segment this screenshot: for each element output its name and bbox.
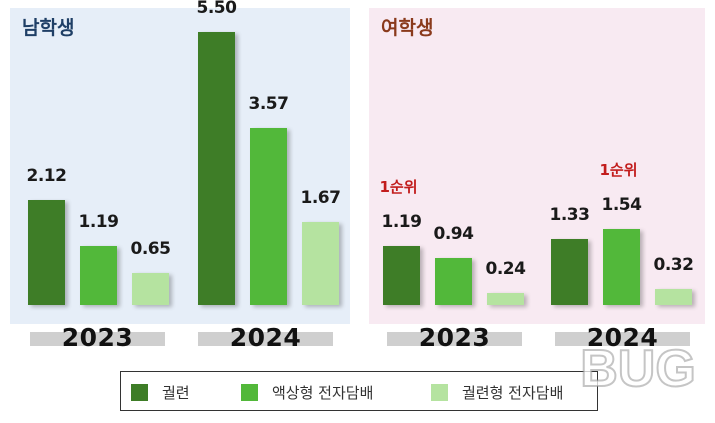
bug-watermark-logo: BUG — [579, 339, 697, 399]
bar-female-2023-liquid-ecig — [435, 258, 472, 305]
year-label-male-2023: 2023 — [61, 323, 134, 352]
year-label-female-2023: 2023 — [418, 323, 491, 352]
legend-swatch-liquid-ecig — [241, 384, 258, 401]
rank-annotation-female-2023: 1순위 — [379, 178, 418, 196]
data-label-male-2023-cigarette: 2.12 — [26, 166, 67, 186]
bar-female-2024-heated-tobacco — [655, 289, 692, 305]
data-label-female-2024-liquid-ecig: 1.54 — [601, 195, 642, 215]
data-label-male-2024-cigarette: 5.50 — [196, 0, 237, 18]
year-band-male-2024 — [198, 332, 333, 346]
data-label-female-2023-liquid-ecig: 0.94 — [433, 224, 474, 244]
bar-male-2023-heated-tobacco — [132, 273, 169, 305]
male-students-panel — [10, 8, 350, 324]
data-label-female-2023-heated-tobacco: 0.24 — [485, 259, 526, 279]
legend-item-cigarette: 궐련 — [131, 382, 190, 403]
data-label-male-2023-liquid-ecig: 1.19 — [78, 212, 119, 232]
year-band-female-2023 — [387, 332, 522, 346]
data-label-female-2023-cigarette: 1.19 — [381, 212, 422, 232]
bar-female-2023-cigarette — [383, 246, 420, 305]
year-label-male-2024: 2024 — [229, 323, 302, 352]
bar-female-2024-liquid-ecig — [603, 229, 640, 305]
year-band-male-2023 — [30, 332, 165, 346]
legend-label-liquid-ecig: 액상형 전자담배 — [272, 384, 374, 402]
bar-male-2024-heated-tobacco — [302, 222, 339, 305]
bar-male-2023-liquid-ecig — [80, 246, 117, 305]
legend-swatch-cigarette — [131, 384, 148, 401]
year-label-female-2024: 2024 — [586, 323, 659, 352]
rank-annotation-female-2024: 1순위 — [599, 161, 638, 179]
data-label-male-2023-heated-tobacco: 0.65 — [130, 239, 171, 259]
male-panel-title: 남학생 — [22, 17, 75, 39]
legend-item-liquid-ecig: 액상형 전자담배 — [241, 382, 373, 403]
data-label-male-2024-heated-tobacco: 1.67 — [300, 188, 341, 208]
legend-label-heated-tobacco: 궐련형 전자담배 — [462, 384, 564, 402]
bar-male-2024-liquid-ecig — [250, 128, 287, 305]
data-label-female-2024-cigarette: 1.33 — [549, 205, 590, 225]
legend: 궐련 액상형 전자담배 궐련형 전자담배 — [120, 371, 598, 411]
legend-item-heated-tobacco: 궐련형 전자담배 — [431, 382, 563, 403]
bar-female-2024-cigarette — [551, 239, 588, 305]
svg-text:BUG: BUG — [580, 340, 696, 398]
year-band-female-2024 — [555, 332, 690, 346]
bar-male-2023-cigarette — [28, 200, 65, 305]
female-students-panel — [369, 8, 705, 324]
data-label-female-2024-heated-tobacco: 0.32 — [653, 255, 694, 275]
bar-male-2024-cigarette — [198, 32, 235, 305]
legend-label-cigarette: 궐련 — [162, 384, 190, 402]
bar-female-2023-heated-tobacco — [487, 293, 524, 305]
female-panel-title: 여학생 — [381, 17, 434, 39]
data-label-male-2024-liquid-ecig: 3.57 — [248, 94, 289, 114]
legend-swatch-heated-tobacco — [431, 384, 448, 401]
